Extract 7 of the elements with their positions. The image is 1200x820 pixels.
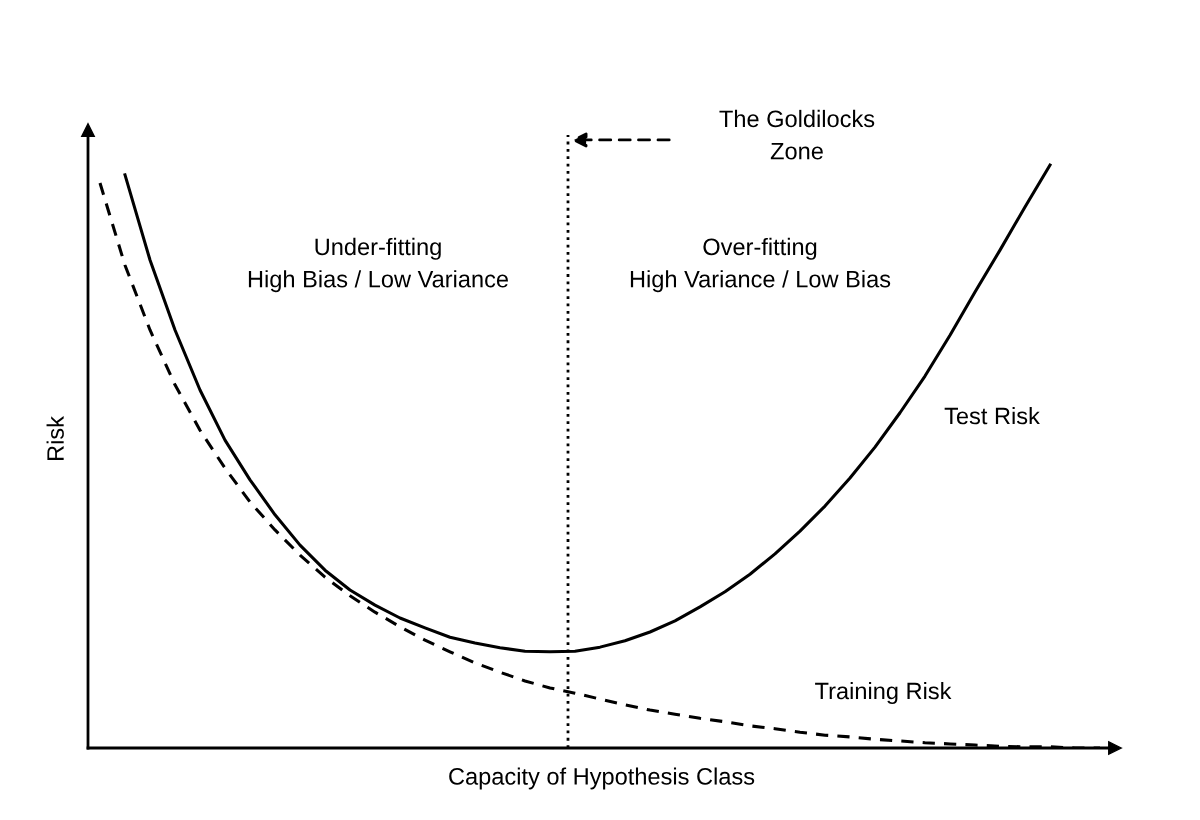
x-axis-title: Capacity of Hypothesis Class bbox=[449, 767, 755, 790]
y-axis-title: Risk bbox=[46, 416, 64, 461]
annotation: Under-fitting High Bias / Low Variance bbox=[248, 237, 508, 293]
series-label: Test Risk bbox=[944, 406, 1040, 425]
annotation: Over-fitting High Variance / Low Bias bbox=[630, 237, 891, 293]
series-label: Training Risk bbox=[815, 681, 952, 704]
text: The Goldilocks Zone bbox=[719, 109, 875, 160]
